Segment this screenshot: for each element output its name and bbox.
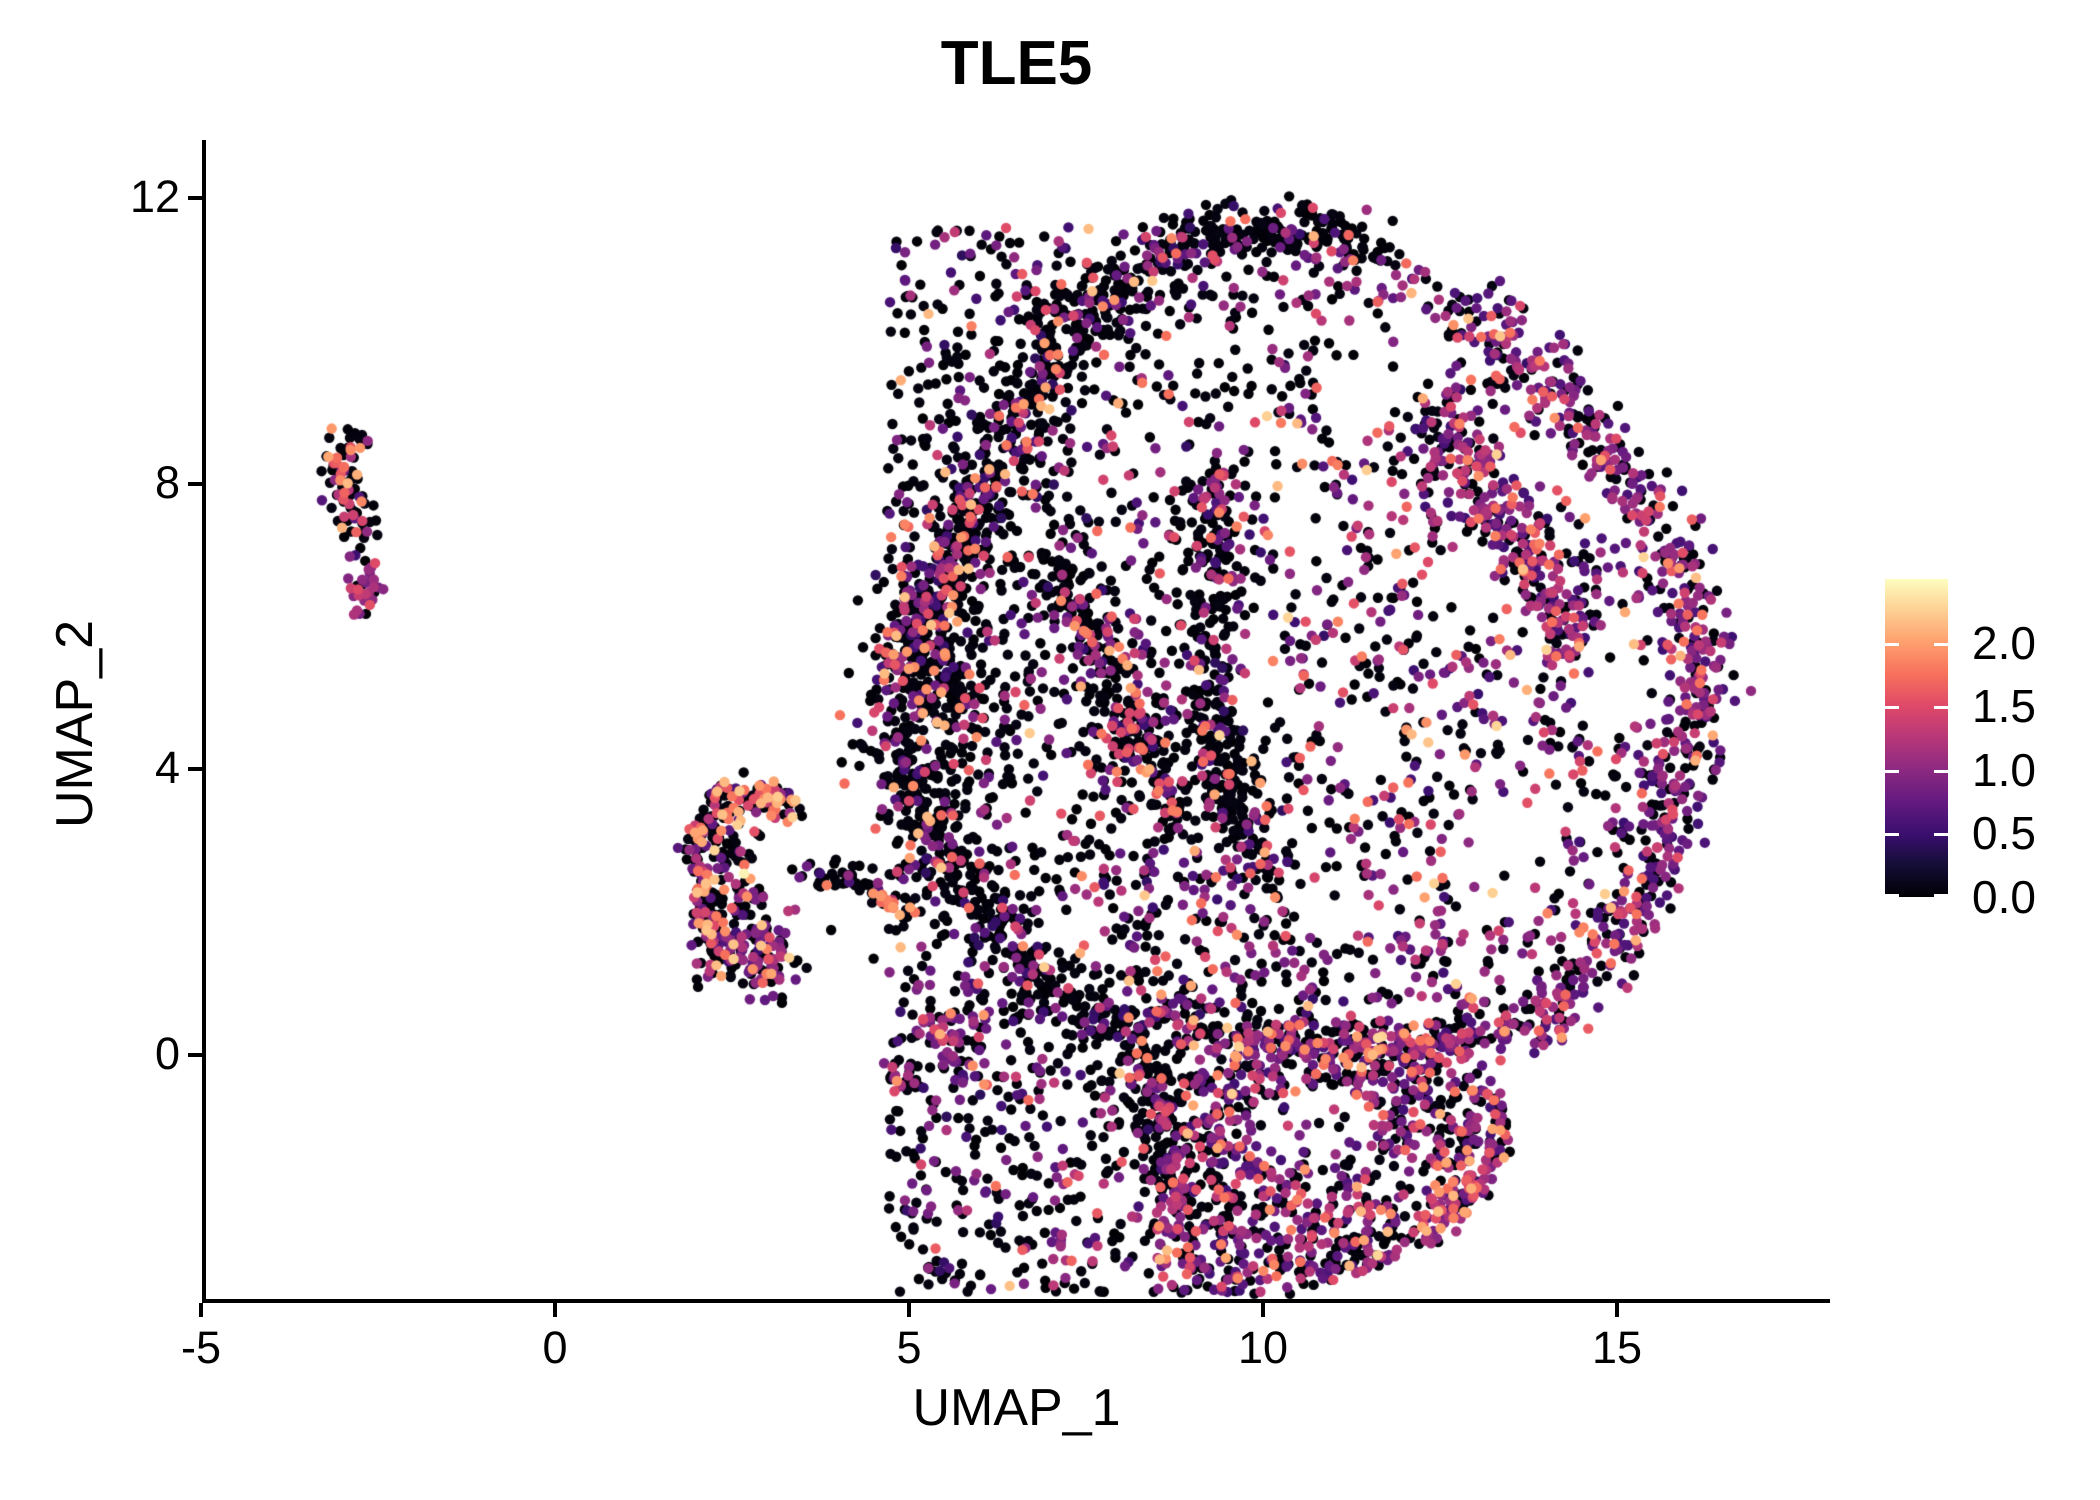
colorbar-gradient bbox=[1885, 579, 1948, 897]
y-tick-label: 4 bbox=[154, 742, 180, 794]
x-tick-label: 10 bbox=[1237, 1322, 1289, 1373]
colorbar-tick-label: 1.5 bbox=[1972, 680, 2036, 733]
colorbar-tick-mark bbox=[1885, 769, 1899, 773]
x-tick-mark bbox=[553, 1303, 557, 1317]
y-tick-mark bbox=[188, 767, 202, 772]
colorbar-tick-mark bbox=[1934, 894, 1948, 897]
x-tick-label: 0 bbox=[542, 1322, 568, 1373]
colorbar-tick-mark bbox=[1885, 706, 1899, 710]
colorbar-tick-label: 0.5 bbox=[1972, 807, 2036, 860]
x-tick-label: 15 bbox=[1591, 1322, 1643, 1373]
y-tick-mark bbox=[188, 196, 202, 201]
x-tick-label: -5 bbox=[180, 1322, 221, 1373]
colorbar-tick-mark bbox=[1934, 833, 1948, 837]
x-tick-mark bbox=[907, 1303, 911, 1317]
colorbar-tick-mark bbox=[1885, 894, 1899, 897]
colorbar-tick-mark bbox=[1885, 833, 1899, 837]
x-axis-line bbox=[202, 1299, 1830, 1303]
y-axis-title: UMAP_2 bbox=[46, 619, 104, 829]
colorbar-tick-label: 1.0 bbox=[1972, 743, 2036, 796]
chart-title: TLE5 bbox=[940, 29, 1093, 98]
colorbar-tick-mark bbox=[1885, 642, 1899, 646]
colorbar-tick-label: 2.0 bbox=[1972, 616, 2036, 669]
y-tick-label: 12 bbox=[129, 171, 180, 223]
x-tick-mark bbox=[1615, 1303, 1619, 1317]
colorbar-tick-mark bbox=[1934, 706, 1948, 710]
colorbar-tick-mark bbox=[1934, 642, 1948, 646]
x-tick-label: 5 bbox=[896, 1322, 922, 1373]
colorbar-tick-label: 0.0 bbox=[1972, 871, 2036, 923]
y-tick-label: 8 bbox=[154, 456, 180, 508]
x-tick-mark bbox=[1261, 1303, 1265, 1317]
y-axis-line bbox=[202, 140, 206, 1303]
y-tick-label: 0 bbox=[154, 1028, 180, 1079]
y-tick-mark bbox=[188, 1053, 202, 1057]
x-tick-mark bbox=[199, 1303, 203, 1317]
y-tick-mark bbox=[188, 481, 202, 486]
colorbar-tick-mark bbox=[1934, 769, 1948, 773]
x-axis-title: UMAP_1 bbox=[912, 1379, 1121, 1437]
